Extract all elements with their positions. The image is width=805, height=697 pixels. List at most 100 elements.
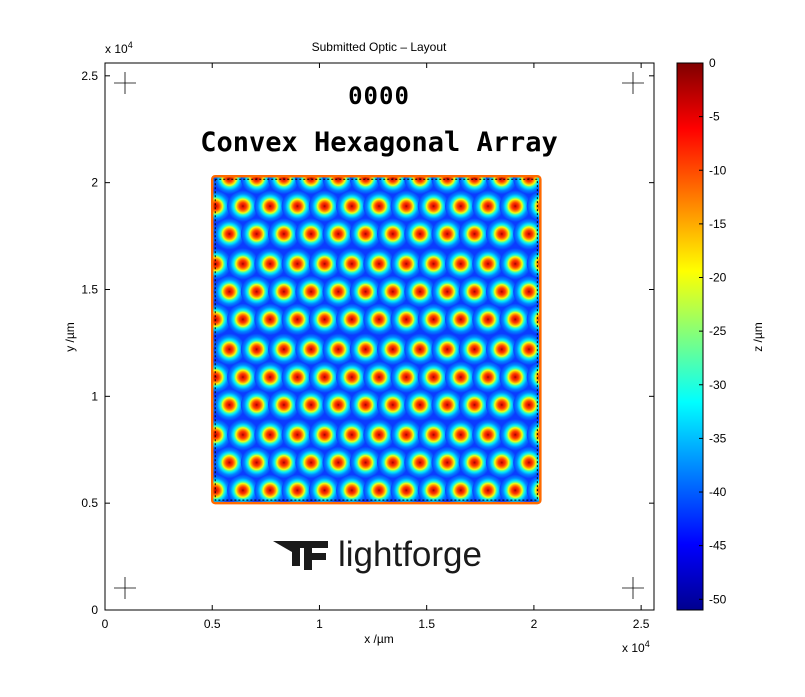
lens — [336, 303, 368, 336]
lens — [417, 361, 450, 393]
lens — [444, 361, 477, 393]
y-tick-label: 2.5 — [81, 69, 98, 83]
lens — [268, 218, 300, 250]
lens — [444, 303, 477, 336]
lens — [485, 275, 518, 308]
figure-title: Submitted Optic – Layout — [312, 40, 447, 54]
lens — [295, 176, 327, 195]
lens — [417, 418, 450, 451]
lens — [308, 303, 341, 336]
lens — [349, 275, 382, 308]
lens — [376, 446, 409, 479]
lens — [268, 176, 300, 195]
array-border — [210, 174, 542, 505]
lens — [322, 333, 355, 366]
x-tick-label: 2.5 — [633, 617, 650, 631]
x-tick-label: 0 — [102, 617, 109, 631]
lens — [227, 248, 259, 280]
lens — [472, 474, 504, 504]
lens — [404, 446, 436, 479]
lens — [417, 190, 450, 222]
lens — [281, 190, 314, 222]
lens — [308, 474, 341, 504]
lens — [390, 474, 423, 504]
lens — [499, 418, 532, 451]
lens — [295, 389, 327, 421]
lens — [336, 190, 368, 222]
lens — [444, 418, 477, 451]
colorbar: 0 -5 -10 -15 -20 -25 -30 -35 -40 -45 -50 z /µm — [676, 56, 765, 611]
registration-mark-top-right — [622, 72, 644, 94]
lens — [363, 303, 395, 336]
lens — [363, 190, 395, 222]
y-tick-label: 2 — [91, 176, 98, 190]
lens — [240, 333, 273, 366]
lens — [363, 248, 395, 280]
lens — [254, 361, 286, 393]
colorbar-tick-label: -20 — [709, 271, 727, 285]
lens — [254, 474, 286, 504]
lens — [254, 190, 286, 222]
lens — [363, 474, 395, 504]
lens — [499, 248, 532, 280]
lens — [281, 474, 314, 504]
lens — [431, 446, 464, 479]
colorbar-tick-label: -10 — [709, 163, 727, 177]
lens — [376, 275, 409, 308]
lens — [499, 361, 532, 393]
lens — [404, 333, 436, 366]
lens — [390, 303, 423, 336]
lens — [417, 248, 450, 280]
lens — [227, 474, 259, 504]
lens — [485, 333, 518, 366]
lens — [336, 418, 368, 451]
lens — [431, 389, 464, 421]
lens — [349, 389, 382, 421]
lens — [322, 389, 355, 421]
lens — [376, 389, 409, 421]
lens — [240, 446, 273, 479]
lens — [268, 333, 300, 366]
lens — [322, 446, 355, 479]
lens — [458, 176, 491, 195]
lens — [240, 218, 273, 250]
x-axis: 0 0.5 1 1.5 2 2.5 — [102, 63, 650, 631]
lens — [322, 176, 355, 195]
lens — [444, 474, 477, 504]
lens — [308, 361, 341, 393]
logo-text: lightforge — [338, 535, 482, 574]
lens — [431, 218, 464, 250]
lens — [295, 446, 327, 479]
lens — [513, 275, 541, 308]
lens — [254, 303, 286, 336]
colorbar-tick-label: -5 — [709, 110, 720, 124]
lens — [349, 333, 382, 366]
colorbar-label: z /µm — [751, 322, 765, 352]
lens — [363, 418, 395, 451]
lens — [268, 389, 300, 421]
lens — [213, 275, 246, 308]
y-tick-label: 0 — [91, 603, 98, 617]
lens — [212, 418, 232, 451]
colorbar-tick-label: -25 — [709, 324, 727, 338]
lens — [254, 248, 286, 280]
lens — [404, 389, 436, 421]
lens — [322, 218, 355, 250]
colorbar-tick-label: -40 — [709, 485, 727, 499]
lens — [212, 474, 232, 504]
x-tick-label: 1.5 — [418, 617, 435, 631]
lens — [417, 303, 450, 336]
lens — [268, 275, 300, 308]
lens — [322, 275, 355, 308]
y-axis: 0 0.5 1 1.5 2 2.5 — [81, 69, 654, 617]
lens — [254, 418, 286, 451]
lens — [213, 218, 246, 250]
lens — [336, 248, 368, 280]
lens — [376, 176, 409, 195]
lens — [444, 190, 477, 222]
lens — [281, 418, 314, 451]
lightforge-logo-mark — [273, 541, 328, 570]
registration-mark-bottom-right — [622, 577, 644, 599]
lens — [499, 474, 532, 504]
lens — [227, 190, 259, 222]
